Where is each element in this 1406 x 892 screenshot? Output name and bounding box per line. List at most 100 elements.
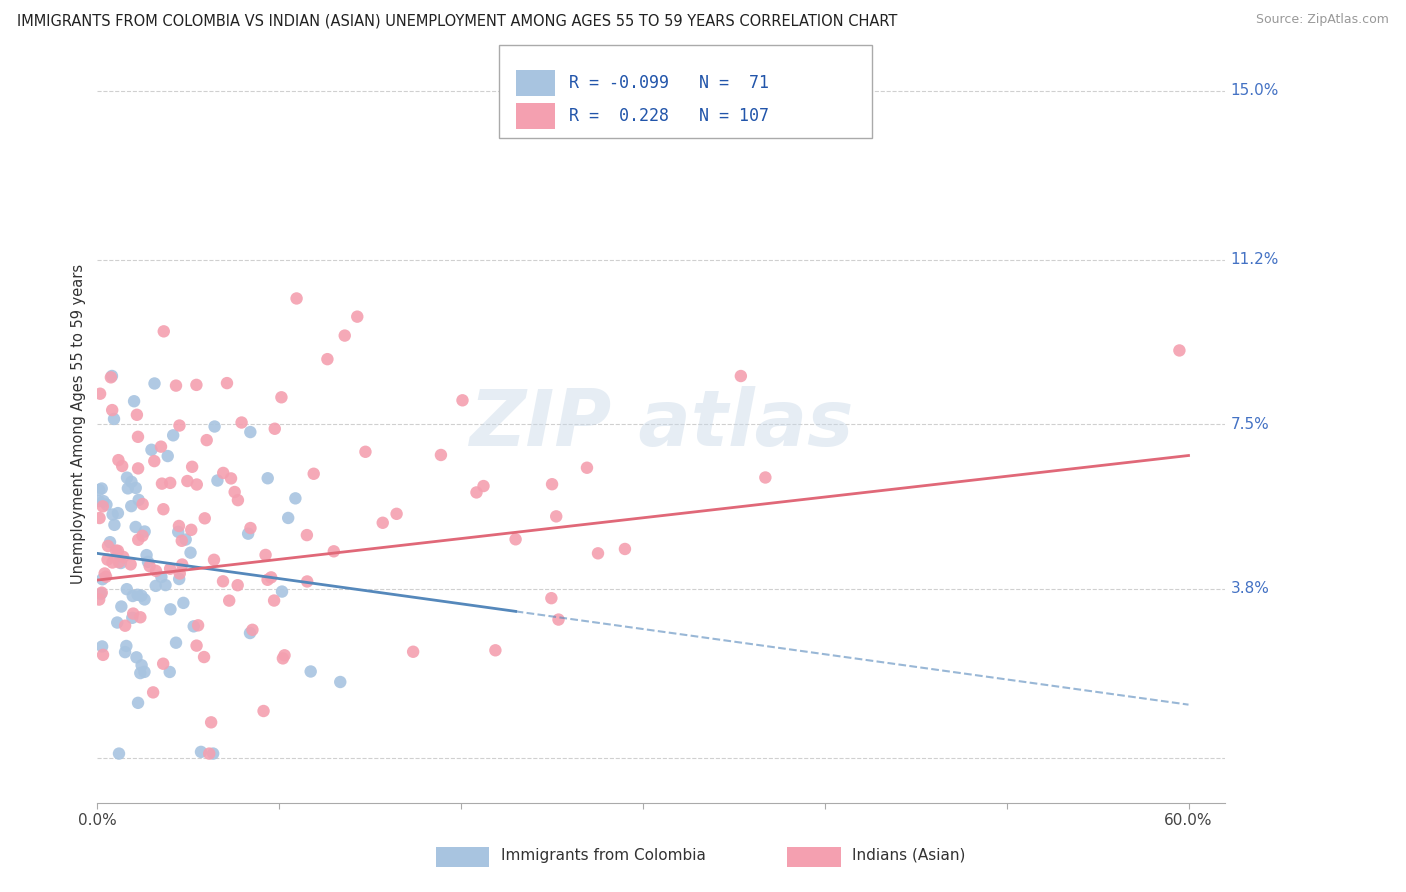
- Point: [236, 526, 259, 541]
- Point: [117, 482, 139, 496]
- Point: [165, 378, 187, 392]
- Point: [202, 747, 225, 761]
- Point: [242, 623, 264, 637]
- Text: 15.0%: 15.0%: [1230, 83, 1278, 98]
- Point: [256, 471, 278, 485]
- Point: [546, 509, 568, 524]
- Point: [145, 564, 167, 578]
- Point: [256, 573, 278, 587]
- Point: [302, 467, 325, 481]
- Point: [91, 500, 114, 514]
- Point: [129, 610, 152, 624]
- Point: [114, 645, 136, 659]
- Point: [187, 618, 209, 632]
- Point: [89, 511, 111, 525]
- Point: [299, 665, 322, 679]
- Point: [402, 645, 425, 659]
- Point: [127, 430, 149, 444]
- Text: 11.2%: 11.2%: [1230, 252, 1278, 268]
- Point: [215, 376, 238, 390]
- Point: [159, 562, 181, 576]
- Point: [150, 440, 173, 454]
- Point: [239, 521, 262, 535]
- Text: Source: ZipAtlas.com: Source: ZipAtlas.com: [1256, 13, 1389, 27]
- Point: [105, 543, 128, 558]
- Point: [333, 328, 356, 343]
- Point: [183, 619, 205, 633]
- Point: [89, 386, 111, 401]
- Point: [252, 704, 274, 718]
- Point: [329, 675, 352, 690]
- Point: [91, 572, 114, 586]
- Point: [172, 596, 194, 610]
- Point: [194, 511, 217, 525]
- Point: [231, 416, 253, 430]
- Point: [430, 448, 453, 462]
- Point: [172, 558, 194, 572]
- Point: [541, 477, 564, 491]
- Point: [134, 665, 156, 679]
- Point: [155, 578, 177, 592]
- Point: [89, 483, 111, 497]
- Point: [103, 517, 125, 532]
- Point: [156, 449, 179, 463]
- Point: [371, 516, 394, 530]
- Point: [127, 588, 149, 602]
- Point: [730, 369, 752, 384]
- Point: [159, 475, 181, 490]
- Text: IMMIGRANTS FROM COLOMBIA VS INDIAN (ASIAN) UNEMPLOYMENT AMONG AGES 55 TO 59 YEAR: IMMIGRANTS FROM COLOMBIA VS INDIAN (ASIA…: [17, 13, 897, 29]
- Point: [91, 648, 114, 662]
- Point: [94, 570, 117, 584]
- Point: [224, 485, 246, 500]
- Point: [1168, 343, 1191, 358]
- Point: [202, 553, 225, 567]
- Point: [143, 454, 166, 468]
- Point: [107, 506, 129, 520]
- Point: [465, 485, 488, 500]
- Point: [226, 493, 249, 508]
- Point: [120, 499, 142, 513]
- Point: [200, 715, 222, 730]
- Point: [186, 477, 208, 491]
- Point: [107, 453, 129, 467]
- Point: [91, 640, 114, 654]
- Point: [295, 528, 318, 542]
- Point: [204, 419, 226, 434]
- Point: [198, 747, 221, 761]
- Point: [212, 466, 235, 480]
- Point: [101, 368, 124, 383]
- Point: [111, 458, 134, 473]
- Point: [152, 324, 174, 338]
- Point: [295, 574, 318, 589]
- Point: [186, 377, 208, 392]
- Point: [115, 639, 138, 653]
- Point: [105, 615, 128, 630]
- Point: [90, 587, 112, 601]
- Point: [613, 541, 636, 556]
- Point: [134, 524, 156, 539]
- Point: [167, 572, 190, 586]
- Point: [385, 507, 408, 521]
- Point: [90, 482, 112, 496]
- Point: [127, 533, 149, 547]
- Point: [207, 474, 229, 488]
- Text: 7.5%: 7.5%: [1230, 417, 1270, 432]
- Point: [190, 745, 212, 759]
- Point: [120, 558, 142, 572]
- Point: [271, 651, 294, 665]
- Point: [93, 566, 115, 581]
- Point: [162, 428, 184, 442]
- Point: [195, 433, 218, 447]
- Y-axis label: Unemployment Among Ages 55 to 59 years: Unemployment Among Ages 55 to 59 years: [72, 264, 86, 584]
- Point: [138, 559, 160, 574]
- Point: [131, 497, 153, 511]
- Point: [346, 310, 368, 324]
- Point: [254, 548, 277, 562]
- Point: [136, 555, 159, 569]
- Point: [472, 479, 495, 493]
- Point: [316, 352, 339, 367]
- Point: [125, 481, 148, 495]
- Point: [270, 390, 292, 404]
- Point: [167, 524, 190, 539]
- Point: [100, 370, 122, 384]
